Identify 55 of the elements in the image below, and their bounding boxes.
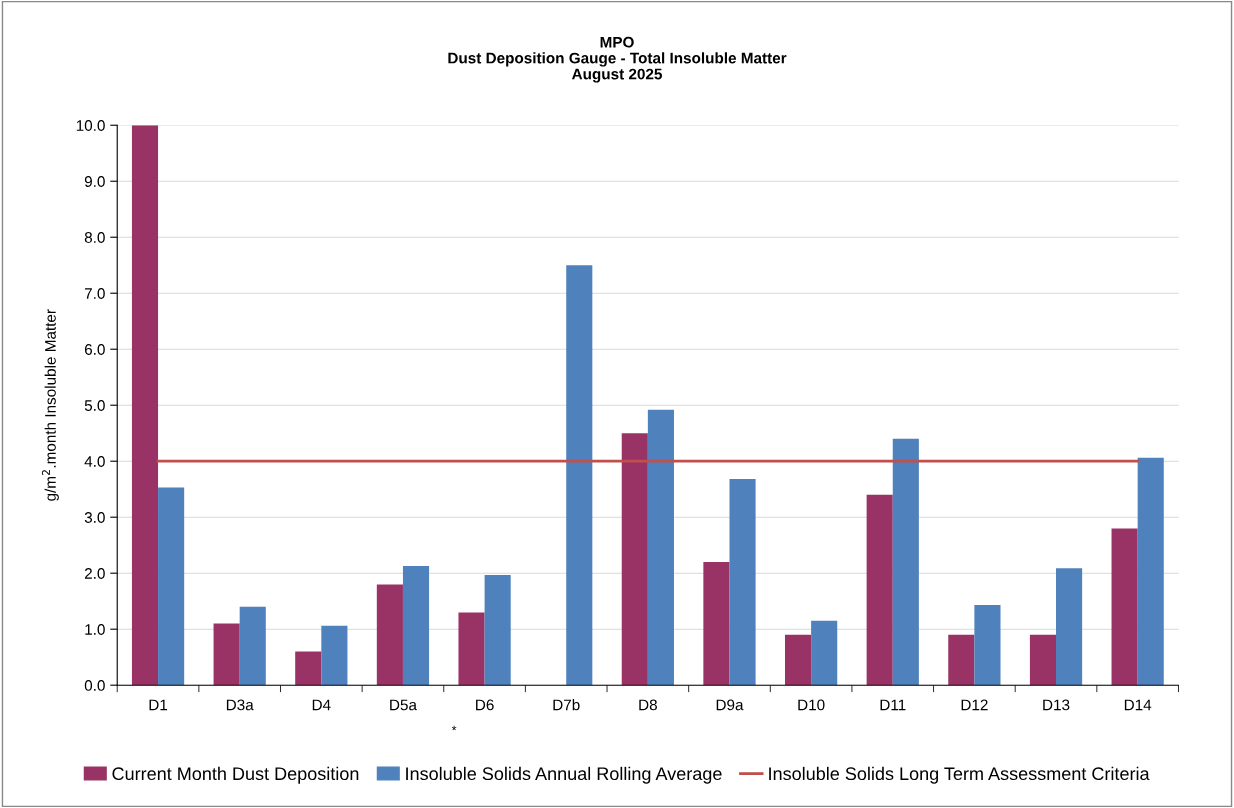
bar [811,620,838,686]
x-tick-label: D14 [1124,699,1152,711]
y-tick-label: 3.0 [84,512,105,523]
text: * [451,725,457,731]
bar [158,487,185,686]
x-tick-label: D6 [476,699,494,711]
bar [1056,568,1083,686]
legend-label: Current Month Dust Deposition [112,766,359,784]
x-tick-label: D9a [716,699,744,711]
x-tick-label: D1 [149,699,168,711]
x-tick-label: D5a [390,699,417,711]
y-tick-label: 6.0 [84,344,105,355]
x-tick-label: D7b [553,699,580,711]
x-tick-label: D4 [312,699,331,711]
x-tick-label: D11 [880,699,906,711]
y-tick-label: 7.0 [84,288,105,299]
bar [321,625,348,686]
bar [1029,634,1057,686]
bar [1137,457,1164,686]
bar [784,634,812,686]
x-tick-label: D13 [1043,699,1070,711]
bar [402,565,430,686]
legend-label: Insoluble Solids Annual Rolling Average [406,766,722,784]
legend-label: Insoluble Solids Long Term Assessment Criteria [769,766,1150,784]
x-tick-label: D8 [639,699,657,711]
x-tick-label: D10 [798,699,825,711]
y-tick-label: 0.0 [84,680,105,691]
bar [213,623,240,686]
bar [948,634,975,686]
y-tick-label: 1.0 [85,624,105,635]
y-tick-label: 4.0 [84,456,105,467]
y-tick-label: 8.0 [84,232,105,243]
bar [703,562,730,686]
y-tick-label: 5.0 [84,400,105,411]
chart-title: MPO Dust Deposition Gauge - Total Insoluble Matter August 2025 [448,36,787,83]
bar [566,265,593,686]
y-tick-label: 10.0 [76,120,105,131]
x-tick-label: D12 [961,699,988,711]
bar [295,651,322,686]
bar [131,125,159,686]
bar [484,574,511,686]
bar [974,605,1001,686]
x-tick-label: D3a [226,699,254,711]
bar [458,612,485,686]
y-tick-label: 9.0 [84,176,105,187]
bar [866,494,893,686]
bar [1111,528,1138,686]
y-axis-title: g/m$^{2}$.month Insoluble Matter [41,309,59,501]
bar [621,433,648,686]
y-tick-label: 2.0 [84,568,105,579]
bar [729,479,756,686]
bar [376,584,403,686]
bar [647,409,674,686]
bar [239,606,266,686]
bar [892,438,919,686]
